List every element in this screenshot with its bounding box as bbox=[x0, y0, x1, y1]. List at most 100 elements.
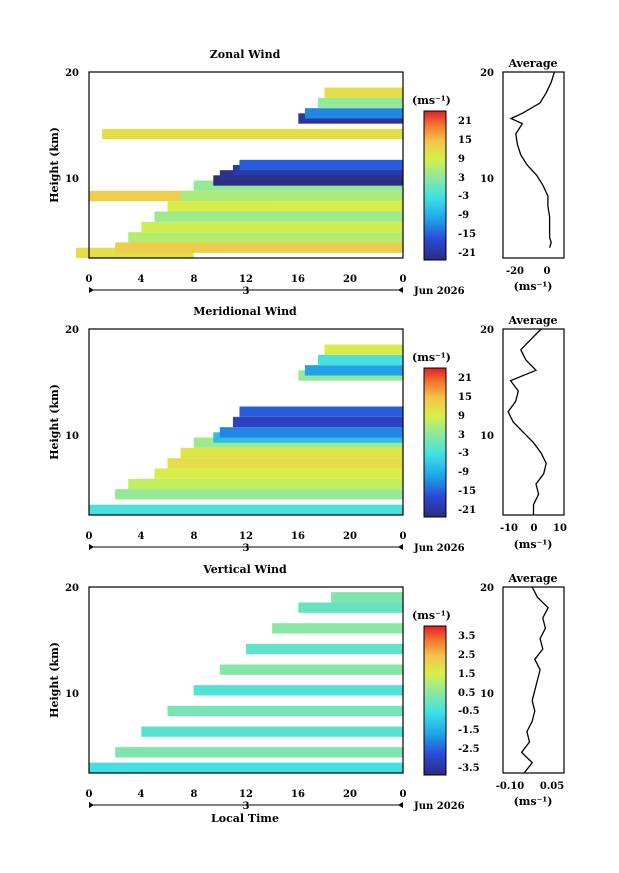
heatmap-cell bbox=[331, 592, 403, 603]
heatmap-cell bbox=[167, 705, 403, 717]
heatmap-cells bbox=[89, 344, 404, 515]
x-tick-label: 16 bbox=[291, 789, 305, 800]
chart-title: Vertical Wind bbox=[202, 563, 287, 576]
x-axis: 0 4 8 12 16 20 0 bbox=[86, 531, 407, 542]
average-frame bbox=[502, 586, 565, 774]
y-axis-label: Height (km) bbox=[48, 127, 61, 203]
x-tick-label: 12 bbox=[239, 274, 253, 285]
heatmap-cell bbox=[89, 762, 403, 773]
average-title: Average bbox=[507, 572, 557, 585]
colorbar: (ms⁻¹) 3.5 2.5 1.5 0.5 -0.5 -1.5 -2.5 -3… bbox=[412, 609, 480, 776]
colorbar-tick-label: 21 bbox=[458, 116, 472, 127]
heatmap-cell bbox=[272, 623, 403, 634]
chart-title: Meridional Wind bbox=[193, 305, 297, 318]
colorbar: (ms⁻¹) 21 15 9 3 -3 -9 -15 -21 bbox=[412, 94, 476, 261]
average-unit: (ms⁻¹) bbox=[514, 280, 553, 293]
heatmap-cell bbox=[324, 87, 403, 98]
average-profile-line bbox=[507, 328, 547, 515]
colorbar-unit: (ms⁻¹) bbox=[412, 94, 451, 107]
heatmap-cell bbox=[102, 128, 403, 140]
colorbar-tick-label: 15 bbox=[458, 392, 472, 403]
colorbar-tick-label: -15 bbox=[458, 229, 476, 240]
colorbar-tick-label: -21 bbox=[458, 248, 476, 259]
heatmap-cell bbox=[128, 232, 403, 243]
plot-frame bbox=[88, 586, 404, 774]
x-tick-label: 12 bbox=[239, 531, 253, 542]
y-tick-label: 10 bbox=[65, 174, 79, 185]
heatmap-cell bbox=[167, 201, 403, 212]
heatmap-cell bbox=[180, 447, 403, 459]
x-axis: 0 4 8 12 16 20 0 bbox=[86, 789, 407, 800]
colorbar-tick-label: 3 bbox=[458, 173, 465, 184]
date-marker: 3 bbox=[243, 801, 250, 812]
heatmap-cell bbox=[317, 97, 403, 109]
average-title: Average bbox=[507, 57, 557, 70]
y-tick-label: 10 bbox=[65, 689, 79, 700]
colorbar-tick-label: -3 bbox=[458, 448, 469, 459]
average-x-tick-label: -10 bbox=[500, 523, 518, 534]
average-y-tick-label: 10 bbox=[480, 431, 494, 442]
heatmap-cell bbox=[154, 468, 403, 479]
heatmap-cell bbox=[298, 602, 403, 613]
colorbar-tick-label: 15 bbox=[458, 135, 472, 146]
colorbar-tick-label: -9 bbox=[458, 210, 469, 221]
average-y-tick-label: 10 bbox=[480, 174, 494, 185]
heatmap-cells bbox=[89, 592, 404, 773]
x-axis: 0 4 8 12 16 20 0 bbox=[86, 274, 407, 285]
x-tick-label: 4 bbox=[138, 789, 145, 800]
colorbar-tick-label: -15 bbox=[458, 486, 476, 497]
average-y-tick-label: 20 bbox=[480, 68, 494, 79]
colorbar-tick-label: 9 bbox=[458, 154, 465, 165]
x-tick-label: 16 bbox=[291, 274, 305, 285]
colorbar-tick-label: 1.5 bbox=[458, 669, 475, 680]
average-profile: Average 20 10 -20 0 (ms⁻¹) bbox=[480, 57, 565, 293]
heatmap-cells bbox=[75, 87, 404, 258]
x-tick-label: 8 bbox=[191, 531, 198, 542]
x-tick-label: 8 bbox=[191, 789, 198, 800]
y-tick-label: 10 bbox=[65, 431, 79, 442]
average-y-tick-label: 10 bbox=[480, 689, 494, 700]
average-unit: (ms⁻¹) bbox=[514, 795, 553, 808]
panel-vertical: Vertical Wind 0 4 8 12 16 20 0 20 10 Hei… bbox=[48, 563, 565, 825]
x-tick-label: 0 bbox=[400, 789, 407, 800]
y-axis: 20 10 bbox=[65, 68, 79, 185]
plot-frame bbox=[88, 71, 404, 259]
heatmap-cell bbox=[128, 478, 403, 490]
date-label: Jun 2026 bbox=[413, 801, 465, 812]
heatmap-cell bbox=[304, 365, 403, 376]
date-marker: 3 bbox=[243, 286, 250, 297]
colorbar-ticks: 3.5 2.5 1.5 0.5 -0.5 -1.5 -2.5 -3.5 bbox=[458, 631, 480, 774]
average-profile: Average 20 10 -0.10 0.05 (ms⁻¹) bbox=[480, 572, 565, 808]
heatmap-cell bbox=[239, 159, 403, 171]
colorbar-gradient bbox=[423, 110, 447, 261]
y-tick-label: 20 bbox=[65, 325, 79, 336]
plot-frame bbox=[88, 328, 404, 516]
x-tick-label: 0 bbox=[86, 274, 93, 285]
colorbar-ticks: 21 15 9 3 -3 -9 -15 -21 bbox=[458, 373, 476, 516]
heatmap-cell bbox=[219, 664, 403, 675]
average-unit: (ms⁻¹) bbox=[514, 538, 553, 551]
heatmap-cell bbox=[141, 726, 404, 737]
average-x-tick-label: -0.10 bbox=[496, 781, 525, 792]
colorbar: (ms⁻¹) 21 15 9 3 -3 -9 -15 -21 bbox=[412, 351, 476, 518]
x-tick-label: 4 bbox=[138, 531, 145, 542]
heatmap-cell bbox=[115, 489, 404, 500]
heatmap-cell bbox=[115, 242, 404, 253]
heatmap-cell bbox=[246, 643, 403, 655]
heatmap-cell bbox=[232, 416, 403, 428]
x-tick-label: 20 bbox=[343, 274, 357, 285]
colorbar-tick-label: -2.5 bbox=[458, 744, 480, 755]
panel-meridional: Meridional Wind 0 4 8 12 16 20 0 20 10 H… bbox=[48, 305, 567, 554]
colorbar-tick-label: 21 bbox=[458, 373, 472, 384]
colorbar-unit: (ms⁻¹) bbox=[412, 609, 451, 622]
heatmap-cell bbox=[75, 247, 194, 258]
heatmap-cell bbox=[324, 344, 403, 355]
heatmap-cell bbox=[89, 504, 403, 515]
heatmap-cell bbox=[304, 108, 403, 119]
colorbar-tick-label: 9 bbox=[458, 411, 465, 422]
heatmap-cell bbox=[317, 354, 403, 366]
colorbar-tick-label: 3.5 bbox=[458, 631, 475, 642]
colorbar-gradient bbox=[423, 367, 447, 518]
colorbar-tick-label: -3.5 bbox=[458, 763, 480, 774]
